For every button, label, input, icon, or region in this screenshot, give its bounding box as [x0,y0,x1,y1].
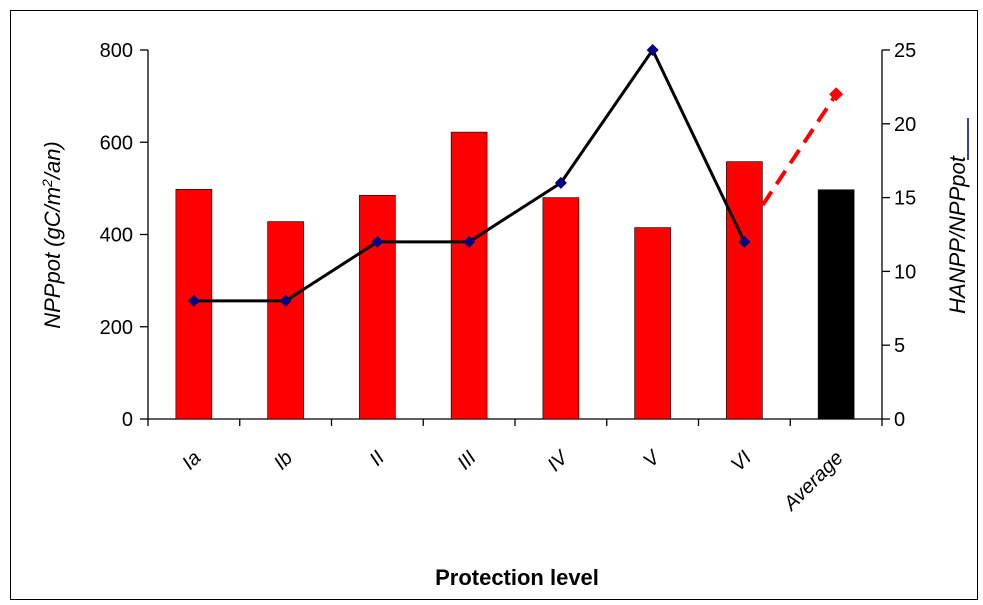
line-marker [279,294,292,307]
dashed-line-group [761,87,844,207]
labels-group: NPPpot (gC/m2/an) HANPP/NPPpot Protectio… [39,141,970,590]
chart-frame [10,10,978,600]
line-marker [554,176,567,189]
bar [267,221,304,420]
line-marker [463,235,476,248]
y-right-tick-label: 5 [894,335,905,357]
line-marker [371,235,384,248]
y-right-tick-label: 10 [894,261,916,283]
y-axis-right-title: HANPP/NPPpot [945,155,970,314]
dashed-line [761,93,838,207]
y-right-tick-label: 0 [894,409,905,431]
bars-group [175,131,855,420]
x-tick-label: VI [727,447,756,476]
bar [542,197,580,420]
y-left-tick-label: 0 [122,409,133,431]
line-marker [646,44,659,56]
x-tick-label: IV [543,446,573,476]
bar [726,161,763,420]
x-axis-title: Protection level [435,565,599,590]
y-left-tick-label: 400 [100,225,133,247]
y-right-tick-label: 15 [894,188,916,210]
bar [450,131,488,420]
bar [359,194,396,420]
y-axis-left-title: NPPpot (gC/m2/an) [39,141,65,329]
y-right-tick-label: 20 [894,114,916,136]
bar [817,189,855,420]
line-marker [187,294,200,307]
x-tick-label: Average [779,447,848,516]
x-tick-label: V [639,446,665,472]
line-marker [738,235,751,248]
line-series-group [187,44,751,307]
x-tick-label: Ia [178,447,205,474]
dashed-line-marker [829,87,844,102]
bar [634,227,671,420]
y-right-tick-label: 25 [894,40,916,62]
x-tick-label: III [453,447,481,475]
y-left-tick-label: 200 [100,317,133,339]
y-left-tick-label: 800 [100,40,133,62]
x-tick-label: II [365,447,389,471]
x-tick-label: Ib [270,447,297,474]
y-left-tick-label: 600 [100,132,133,154]
